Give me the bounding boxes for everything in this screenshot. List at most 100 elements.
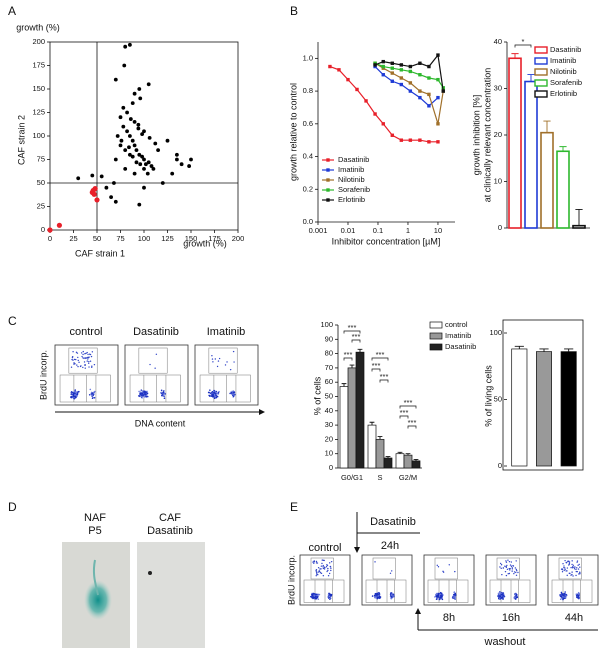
flow-dot	[76, 352, 79, 354]
flow-dot	[146, 395, 149, 398]
flow-dot	[72, 350, 74, 353]
flow-dot	[329, 565, 332, 568]
line-marker	[418, 73, 422, 77]
bar	[347, 367, 357, 469]
condition-label: Dasatinib	[370, 516, 416, 528]
flow-dot	[70, 366, 73, 368]
flow-dot	[86, 351, 88, 354]
gate	[434, 557, 458, 580]
scatter-point	[113, 157, 118, 162]
y-tick-label: 30	[325, 420, 333, 429]
y-tick-label: 150	[32, 84, 45, 93]
y-tick-label: 20	[325, 434, 333, 443]
flow-dot	[439, 596, 442, 599]
flow-dot	[89, 353, 92, 356]
flow-dot	[515, 574, 518, 577]
flow-dot	[508, 560, 511, 563]
y-axis-label: % of cells	[312, 376, 322, 415]
x-tick-label: G0/G1	[341, 473, 363, 482]
flow-dot	[91, 366, 93, 369]
flow-dot	[576, 596, 579, 599]
legend-label: Nilotinib	[550, 67, 577, 76]
scatter-point	[132, 171, 137, 176]
flow-dot	[373, 594, 376, 597]
flow-dot	[76, 364, 78, 366]
x-tick-label: 175	[208, 234, 221, 243]
flow-dot	[390, 592, 393, 594]
flow-dot	[75, 358, 77, 361]
significance-label: ***	[380, 372, 389, 381]
flow-dot	[515, 571, 517, 574]
time-label: 16h	[502, 612, 520, 624]
y-tick-label: 50	[494, 394, 502, 403]
flow-dot	[143, 390, 146, 393]
panel-label: C	[8, 314, 17, 328]
scatter-point	[140, 154, 145, 159]
flow-dot	[576, 560, 579, 562]
flow-dot	[507, 559, 509, 561]
flow-dot	[322, 566, 324, 568]
flow-dot	[71, 392, 74, 395]
flow-dot	[88, 393, 91, 396]
x-tick-label: G2/M	[399, 473, 417, 482]
x-axis-unit: growth (%)	[183, 238, 227, 248]
flow-title: control	[69, 326, 102, 338]
scatter-point	[118, 143, 123, 148]
flow-dot	[209, 395, 211, 397]
legend-swatch	[429, 343, 443, 351]
scatter-point	[121, 124, 126, 129]
flow-dot	[70, 391, 73, 393]
flow-dot	[84, 357, 86, 359]
flow-dot	[322, 567, 325, 570]
flow-dot	[509, 564, 512, 566]
error-bar	[377, 436, 383, 440]
flow-dot	[155, 353, 158, 356]
flow-dot	[514, 567, 517, 569]
y-tick-label: 10	[325, 449, 333, 458]
flow-dot	[321, 559, 323, 561]
flow-dot	[313, 562, 315, 564]
line-marker	[381, 64, 385, 69]
error-bar	[539, 348, 549, 352]
flow-dot	[378, 591, 380, 594]
line-marker	[346, 77, 350, 82]
flow-dot	[154, 367, 156, 369]
flow-dot	[576, 561, 578, 563]
flow-dot	[454, 594, 456, 597]
scatter-point	[132, 120, 137, 124]
line-marker	[399, 76, 404, 80]
flow-dot	[508, 572, 511, 575]
flow-dot	[149, 363, 151, 366]
line-marker	[418, 61, 422, 65]
flow-dot	[579, 572, 581, 574]
flow-dot	[322, 575, 325, 577]
gate	[138, 347, 168, 374]
flow-dot	[506, 568, 509, 571]
flow-dot	[89, 388, 92, 391]
significance-label: ***	[372, 361, 381, 370]
flow-dot	[562, 594, 564, 597]
scatter-point	[137, 87, 142, 91]
y-tick-label: 0.2	[303, 184, 313, 193]
legend-label: Imatinib	[445, 331, 471, 340]
flow-dot	[82, 357, 84, 359]
flow-dot	[317, 567, 320, 569]
y-axis-label: % of living cells	[483, 365, 493, 427]
flow-dot	[578, 573, 580, 575]
flow-dot	[566, 567, 569, 569]
flow-dot	[576, 570, 579, 573]
flow-dot	[577, 596, 580, 598]
time-label: 8h	[443, 612, 455, 624]
flow-dot	[84, 364, 86, 366]
scatter-point	[91, 191, 97, 197]
bar	[375, 439, 385, 469]
flow-dot	[216, 365, 219, 368]
flow-dot	[93, 363, 96, 366]
flow-dot	[376, 596, 379, 599]
scatter-point	[165, 138, 170, 143]
x-tick-label: 10	[434, 226, 442, 235]
flow-dot	[575, 574, 577, 577]
flow-dot	[323, 568, 326, 570]
gate	[558, 557, 582, 580]
